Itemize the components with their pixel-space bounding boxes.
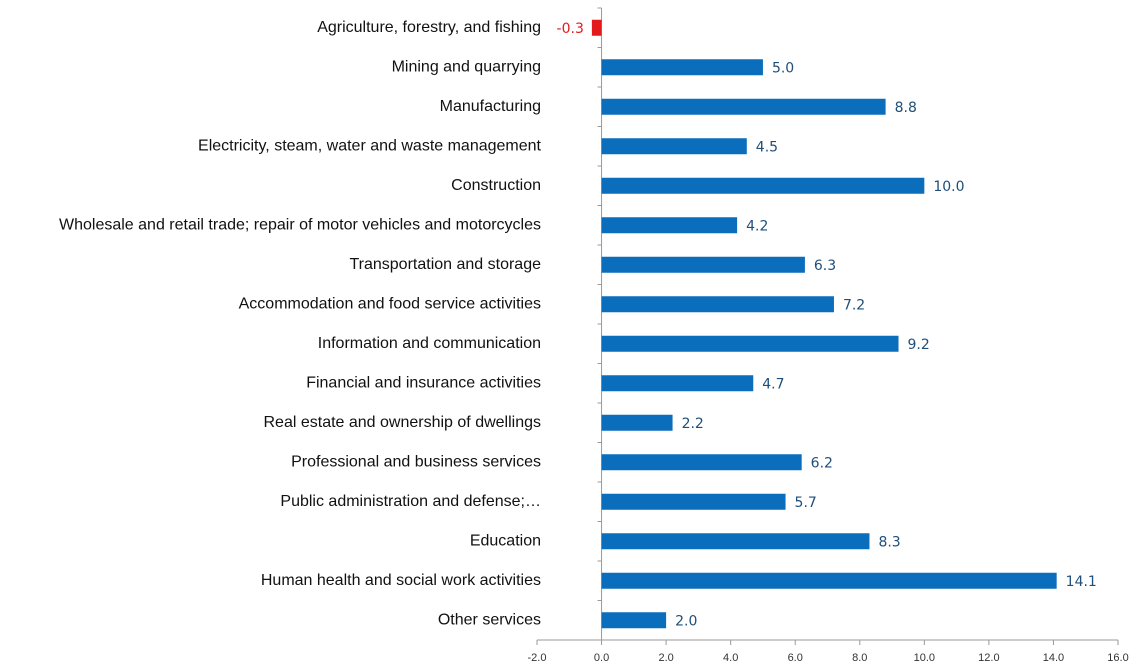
value-label: 2.0 <box>675 613 697 629</box>
value-label: 2.2 <box>682 416 704 432</box>
bar <box>601 98 886 115</box>
bar <box>601 612 667 629</box>
value-label: 14.1 <box>1066 574 1097 590</box>
y-tick-label: Public administration and defense;… <box>280 493 541 510</box>
y-tick-label: Transportation and storage <box>349 256 541 273</box>
bar <box>601 59 763 76</box>
bar <box>601 138 747 155</box>
value-label: 4.2 <box>746 218 768 234</box>
x-tick-label: 14.0 <box>1043 652 1064 664</box>
x-tick-label: -2.0 <box>528 652 547 664</box>
y-tick-label: Construction <box>451 177 541 194</box>
y-tick-label: Electricity, steam, water and waste mana… <box>198 137 542 154</box>
bar <box>601 572 1057 589</box>
value-label: 9.2 <box>908 337 930 353</box>
y-tick-label: Mining and quarrying <box>392 58 541 75</box>
value-label: 7.2 <box>843 297 865 313</box>
value-label: 8.3 <box>878 534 900 550</box>
value-label: 6.3 <box>814 258 836 274</box>
bar <box>601 217 738 234</box>
bar <box>601 454 802 471</box>
x-tick-label: 16.0 <box>1107 652 1128 664</box>
value-label: 5.0 <box>772 60 794 76</box>
bar <box>601 533 870 550</box>
y-tick-label: Accommodation and food service activitie… <box>239 295 541 312</box>
x-tick-label: 2.0 <box>658 652 673 664</box>
y-tick-label: Agriculture, forestry, and fishing <box>317 19 541 36</box>
y-tick-label: Financial and insurance activities <box>306 374 541 391</box>
y-tick-label: Education <box>470 532 541 549</box>
y-tick-label: Professional and business services <box>291 453 541 470</box>
value-label: 6.2 <box>811 455 833 471</box>
bar <box>601 414 673 431</box>
y-tick-label: Manufacturing <box>440 98 541 115</box>
x-tick-label: 4.0 <box>723 652 738 664</box>
x-tick-label: 10.0 <box>914 652 935 664</box>
value-label: -0.3 <box>557 21 584 37</box>
bar <box>591 19 602 36</box>
y-tick-label: Human health and social work activities <box>261 572 541 589</box>
y-tick-label: Information and communication <box>318 335 541 352</box>
bar <box>601 493 786 510</box>
value-label: 5.7 <box>795 495 817 511</box>
value-label: 4.5 <box>756 139 778 155</box>
x-tick-label: 6.0 <box>788 652 803 664</box>
bar <box>601 335 899 352</box>
value-label: 10.0 <box>933 179 964 195</box>
bar <box>601 296 834 313</box>
bar <box>601 256 805 273</box>
y-tick-label: Other services <box>438 611 541 628</box>
bar <box>601 375 754 392</box>
x-tick-label: 0.0 <box>594 652 609 664</box>
x-tick-label: 12.0 <box>978 652 999 664</box>
x-tick-label: 8.0 <box>852 652 867 664</box>
y-tick-label: Wholesale and retail trade; repair of mo… <box>59 216 541 233</box>
y-tick-label: Real estate and ownership of dwellings <box>264 414 542 431</box>
value-label: 8.8 <box>895 100 917 116</box>
bar <box>601 177 925 194</box>
value-label: 4.7 <box>762 376 784 392</box>
